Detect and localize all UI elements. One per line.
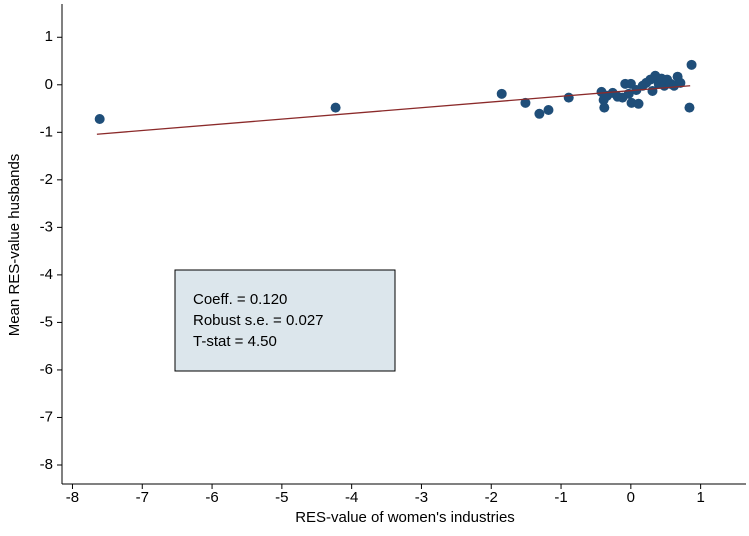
annotation-text: T-stat = 4.50 [193, 333, 277, 350]
y-axis-label: Mean RES-value husbands [6, 154, 23, 337]
scatter-point [94, 114, 105, 125]
x-tick-label: -1 [554, 489, 567, 506]
annotation-box [174, 269, 396, 372]
scatter-point [686, 59, 697, 70]
x-tick-label: -5 [275, 489, 288, 506]
x-tick-label: -2 [485, 489, 498, 506]
annotation-text: Robust s.e. = 0.027 [193, 312, 324, 329]
y-tick-label: -3 [40, 218, 53, 235]
scatter-point [543, 104, 554, 115]
scatter-point [633, 98, 644, 109]
scatter-point [675, 77, 686, 88]
x-tick-label: -8 [66, 489, 79, 506]
x-tick-label: -3 [415, 489, 428, 506]
y-tick-label: -2 [40, 171, 53, 188]
y-tick-label: -8 [40, 456, 53, 473]
scatter-point [684, 102, 695, 113]
x-tick-label: -6 [205, 489, 218, 506]
y-tick-label: -7 [40, 408, 53, 425]
y-tick-label: 0 [45, 76, 53, 93]
x-axis-label: RES-value of women's industries [295, 509, 515, 526]
y-tick-label: -4 [40, 266, 53, 283]
scatter-point [496, 88, 507, 99]
y-tick-label: 1 [45, 28, 53, 45]
scatter-point [520, 97, 531, 108]
x-tick-label: 1 [696, 489, 704, 506]
x-tick-label: -4 [345, 489, 358, 506]
y-tick-label: -5 [40, 313, 53, 330]
x-tick-label: 0 [627, 489, 635, 506]
scatter-point [330, 102, 341, 113]
scatter-point [534, 108, 545, 119]
fit-line [96, 85, 691, 135]
scatter-point [599, 102, 610, 113]
y-tick-label: -1 [40, 123, 53, 140]
y-tick-label: -6 [40, 361, 53, 378]
scatter-point [563, 92, 574, 103]
annotation-text: Coeff. = 0.120 [193, 291, 287, 308]
x-tick-label: -7 [136, 489, 149, 506]
